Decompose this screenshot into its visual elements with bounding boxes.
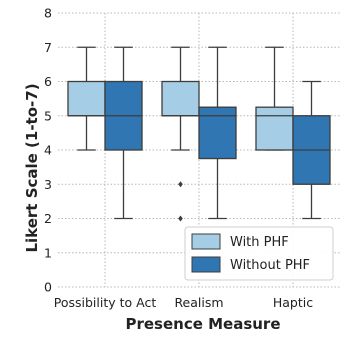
y-tick-label: 8 [44, 6, 52, 21]
y-axis-ticks: 0 1 2 3 4 5 6 7 8 [44, 6, 52, 295]
y-tick-label: 1 [44, 245, 52, 260]
y-tick-label: 3 [44, 177, 52, 192]
legend: With PHF Without PHF [184, 226, 334, 281]
y-tick-label: 5 [44, 108, 52, 123]
x-tick-label: Haptic [273, 295, 313, 310]
legend-swatch [191, 256, 221, 273]
box-1-2 [292, 80, 331, 220]
box-iqr [255, 106, 294, 151]
y-axis-title: Likert Scale (1-to-7) [23, 83, 41, 252]
x-axis-title: Presence Measure [125, 315, 280, 333]
y-tick-label: 4 [44, 143, 52, 158]
outlier-point [178, 181, 183, 188]
y-tick-label: 2 [44, 211, 52, 226]
x-tick-label: Realism [174, 295, 223, 310]
box-iqr [67, 80, 106, 117]
x-tick-label: Possibility to Act [54, 295, 157, 310]
box-0-0 [67, 46, 106, 151]
legend-swatch [191, 233, 221, 250]
legend-frame [184, 226, 334, 281]
y-tick-label: 0 [44, 280, 52, 295]
box-1-1 [198, 46, 237, 220]
outlier-point [178, 215, 183, 222]
box-iqr [161, 80, 200, 117]
x-axis-ticks: Possibility to Act Realism Haptic [54, 295, 313, 310]
box-0-1 [161, 46, 200, 222]
legend-label: Without PHF [230, 258, 310, 273]
box-series [67, 46, 331, 222]
y-tick-label: 7 [44, 40, 52, 55]
box-1-0 [104, 46, 143, 220]
box-iqr [198, 106, 237, 160]
box-0-2 [255, 46, 294, 151]
y-tick-label: 6 [44, 74, 52, 89]
legend-label: With PHF [230, 235, 289, 250]
